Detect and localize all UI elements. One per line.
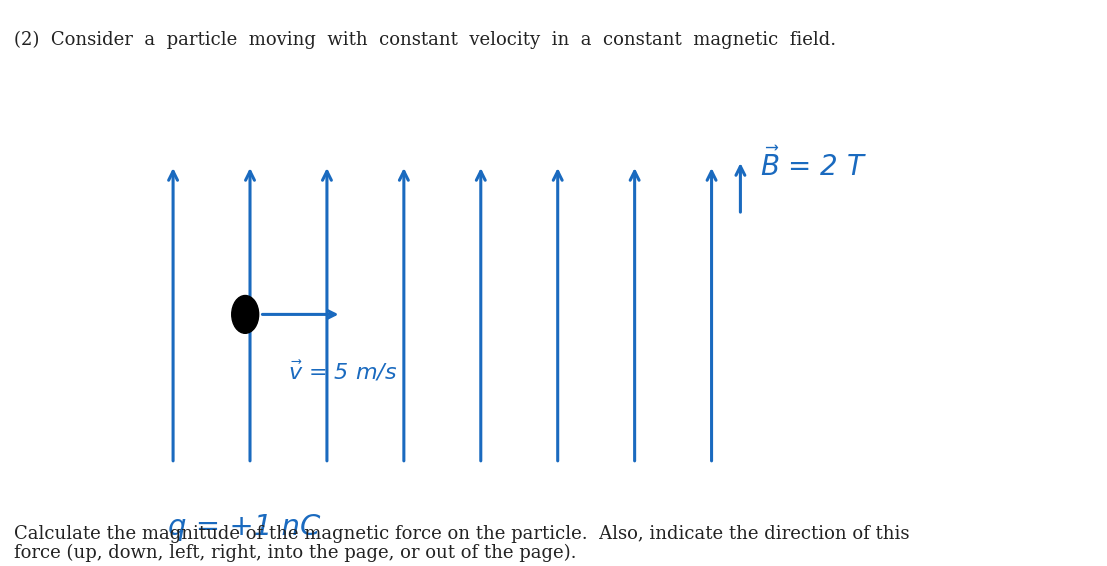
Ellipse shape xyxy=(231,295,259,333)
Text: (2)  Consider  a  particle  moving  with  constant  velocity  in  a  constant  m: (2) Consider a particle moving with cons… xyxy=(14,31,837,49)
Text: q = +1 nC: q = +1 nC xyxy=(168,513,321,542)
Text: force (up, down, left, right, into the page, or out of the page).: force (up, down, left, right, into the p… xyxy=(14,543,577,561)
Text: $\vec{v}$ = 5 m/s: $\vec{v}$ = 5 m/s xyxy=(289,359,397,383)
Text: Calculate the magnitude of the magnetic force on the particle.  Also, indicate t: Calculate the magnitude of the magnetic … xyxy=(14,525,910,543)
Text: $\vec{B}$ = 2 T: $\vec{B}$ = 2 T xyxy=(759,148,867,182)
